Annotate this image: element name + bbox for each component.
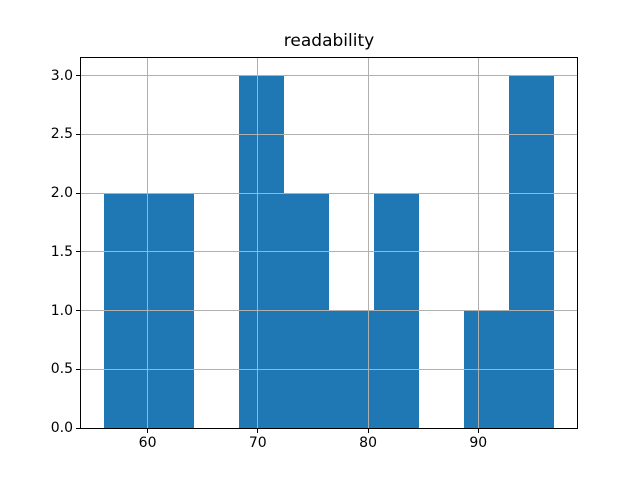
y-tick-mark bbox=[76, 427, 80, 429]
x-tick-label: 90 bbox=[469, 435, 488, 451]
grid-layer bbox=[81, 58, 577, 428]
gridline-vertical bbox=[147, 58, 149, 428]
x-tick-label: 70 bbox=[248, 435, 267, 451]
x-tick-mark bbox=[477, 429, 479, 433]
gridline-horizontal bbox=[81, 427, 577, 428]
gridline-vertical bbox=[367, 58, 369, 428]
y-tick-label: 0.5 bbox=[50, 361, 73, 378]
y-tick-mark bbox=[76, 251, 80, 253]
gridline-horizontal bbox=[81, 192, 577, 194]
x-tick-label: 80 bbox=[359, 435, 377, 451]
x-tick-label: 60 bbox=[138, 435, 157, 451]
plot-area bbox=[80, 57, 578, 429]
gridline-horizontal bbox=[81, 251, 577, 253]
gridline-vertical bbox=[477, 58, 479, 428]
y-tick-mark bbox=[76, 368, 80, 370]
x-tick-mark bbox=[367, 429, 369, 433]
gridline-horizontal bbox=[81, 133, 577, 135]
x-tick-mark bbox=[147, 429, 149, 433]
y-tick-label: 3.0 bbox=[50, 67, 73, 84]
y-tick-mark bbox=[76, 310, 80, 311]
y-tick-label: 1.0 bbox=[50, 302, 73, 319]
gridline-vertical bbox=[257, 58, 259, 428]
y-tick-label: 2.0 bbox=[50, 185, 73, 202]
x-tick-mark bbox=[257, 429, 259, 433]
y-tick-mark bbox=[76, 133, 80, 135]
gridline-horizontal bbox=[81, 368, 577, 370]
gridline-horizontal bbox=[81, 310, 577, 311]
y-tick-label: 2.5 bbox=[50, 126, 73, 143]
chart-title: readability bbox=[283, 31, 375, 51]
gridline-horizontal bbox=[81, 75, 577, 77]
y-tick-mark bbox=[76, 75, 80, 77]
y-tick-label: 1.5 bbox=[50, 243, 73, 260]
y-tick-mark bbox=[76, 192, 80, 194]
y-tick-label: 0.0 bbox=[50, 420, 73, 436]
